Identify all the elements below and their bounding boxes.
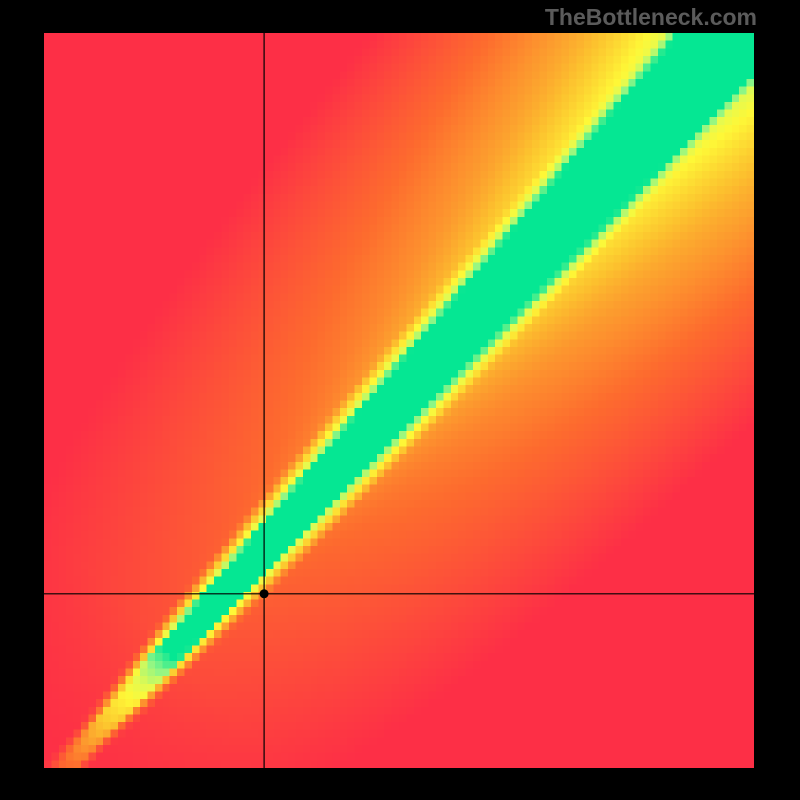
bottleneck-heatmap <box>44 33 754 768</box>
chart-container: TheBottleneck.com <box>0 0 800 800</box>
watermark-text: TheBottleneck.com <box>545 4 757 31</box>
